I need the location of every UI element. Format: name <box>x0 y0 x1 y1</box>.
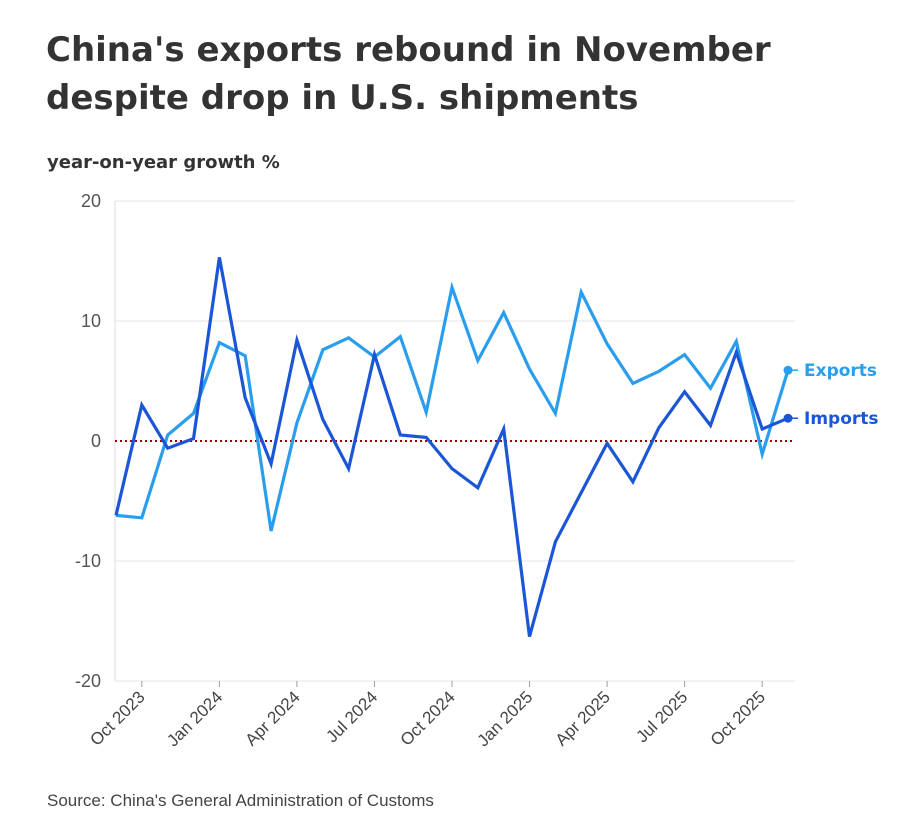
y-tick-label: 10 <box>81 311 101 331</box>
series-label-exports: Exports <box>804 361 877 381</box>
grid-lines <box>115 200 795 682</box>
x-tick-label: Jul 2024 <box>322 687 381 746</box>
x-tick-label: Apr 2025 <box>552 687 614 749</box>
x-tick-label: Apr 2024 <box>242 687 304 749</box>
x-tick-label: Jan 2025 <box>473 687 536 750</box>
y-axis-label: year-on-year growth % <box>47 152 280 173</box>
series-line-imports <box>114 257 789 638</box>
chart-title: China's exports rebound in November desp… <box>46 30 771 118</box>
y-tick-label: 0 <box>91 431 101 451</box>
x-tick-labels: Oct 2023 Jan 2024 Apr 2024 Jul 2024 Oct 2024… <box>86 681 769 750</box>
end-labels: Exports Imports <box>783 361 879 429</box>
y-tick-labels: 20 10 0 -10 -20 <box>75 191 101 691</box>
y-tick-label: -10 <box>75 551 101 571</box>
series-lines <box>114 257 790 638</box>
y-tick-label: -20 <box>75 671 101 691</box>
x-tick-label: Jul 2025 <box>633 687 692 746</box>
x-tick-label: Jan 2024 <box>163 687 226 750</box>
source-note: Source: China's General Administration o… <box>47 791 434 810</box>
series-line-exports <box>115 281 790 532</box>
x-tick-label: Oct 2024 <box>397 687 459 749</box>
series-label-imports: Imports <box>804 409 879 429</box>
y-tick-label: 20 <box>81 191 101 211</box>
x-tick-label: Oct 2023 <box>86 687 148 749</box>
x-tick-label: Oct 2025 <box>707 687 769 749</box>
